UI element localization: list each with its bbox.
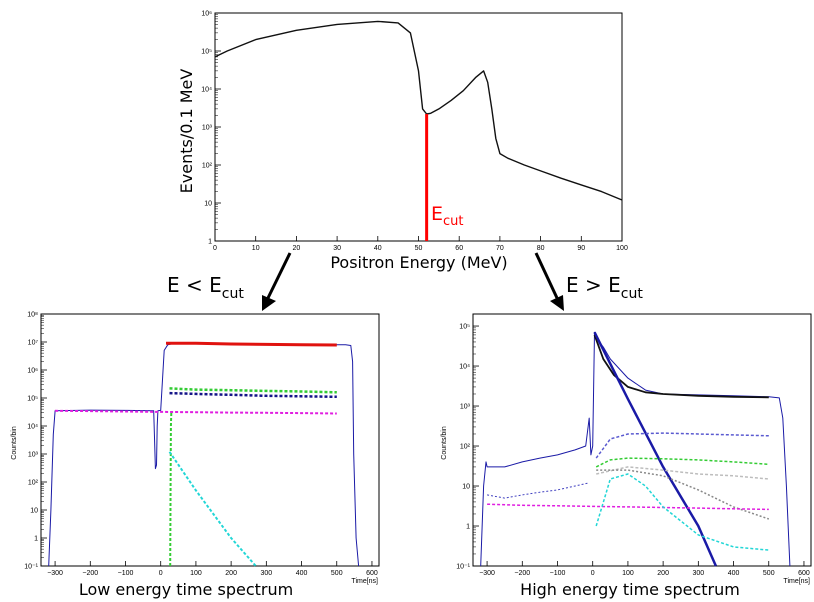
cut-label: Ecut <box>431 203 464 229</box>
x-tick-label: 0 <box>159 570 163 577</box>
x-tick-label: 50 <box>415 245 423 252</box>
low-energy-arrow-label: E < Ecut <box>167 273 244 302</box>
x-tick-label: 400 <box>296 570 308 577</box>
x-tick-label: 0 <box>591 570 595 577</box>
series-line-3 <box>595 432 769 459</box>
low-time-title: Low energy time spectrum <box>79 580 293 599</box>
high-time-xlabel: Time[ns] <box>783 578 810 585</box>
x-tick-label: −300 <box>479 570 495 577</box>
y-tick-label: 1 <box>466 524 470 531</box>
x-tick-label: 500 <box>331 570 343 577</box>
x-tick-label: −200 <box>514 570 530 577</box>
series-line-5 <box>596 466 769 480</box>
x-tick-label: 80 <box>537 245 545 252</box>
plot-frame <box>214 12 623 242</box>
series-line-1 <box>166 341 337 347</box>
x-tick-label: 0 <box>213 245 217 252</box>
series-line-5 <box>169 411 173 567</box>
series-line-6 <box>168 451 257 567</box>
series-line-0 <box>214 20 623 201</box>
y-tick-label: 10⁶ <box>27 368 38 375</box>
series-line-8 <box>595 473 769 551</box>
x-tick-label: 40 <box>374 245 382 252</box>
y-tick-label: 10⁴ <box>459 364 470 371</box>
x-tick-label: 300 <box>260 570 272 577</box>
y-tick-label: 10² <box>202 163 213 170</box>
y-tick-label: 10⁴ <box>27 424 38 431</box>
x-tick-label: 10 <box>252 245 260 252</box>
y-tick-label: 10⁶ <box>201 11 212 18</box>
energy-ylabel: Events/0.1 MeV <box>177 69 196 194</box>
y-tick-label: 10² <box>28 480 39 487</box>
low-time-xlabel: Time[ns] <box>351 578 378 585</box>
y-tick-label: 10⁴ <box>201 87 212 94</box>
y-tick-label: 10⁸ <box>27 312 38 319</box>
y-tick-label: 10² <box>460 444 471 451</box>
y-tick-label: 10⁵ <box>201 49 212 56</box>
x-tick-label: 600 <box>798 570 810 577</box>
y-tick-label: 10 <box>204 201 212 208</box>
series-line-4 <box>55 409 337 415</box>
x-tick-label: 400 <box>728 570 740 577</box>
y-tick-label: 10⁷ <box>28 340 39 347</box>
x-tick-label: −100 <box>118 570 134 577</box>
x-tick-label: 30 <box>333 245 341 252</box>
series-line-2 <box>169 387 337 394</box>
series-line-7 <box>487 503 769 511</box>
x-tick-label: 20 <box>293 245 301 252</box>
plot-frame <box>40 313 380 567</box>
y-tick-label: 10³ <box>28 452 39 459</box>
energy-xlabel: Positron Energy (MeV) <box>330 253 507 272</box>
x-tick-label: 600 <box>366 570 378 577</box>
y-tick-label: 10³ <box>202 125 213 132</box>
x-tick-label: 70 <box>496 245 504 252</box>
x-tick-label: 200 <box>657 570 669 577</box>
series-line-3 <box>169 391 337 399</box>
high-energy-arrow <box>534 252 564 311</box>
y-tick-label: 1 <box>34 536 38 543</box>
series-line-9 <box>487 482 590 499</box>
x-tick-label: −100 <box>550 570 566 577</box>
y-tick-label: 10 <box>462 484 470 491</box>
x-tick-label: 100 <box>190 570 202 577</box>
y-tick-label: 10⁵ <box>27 396 38 403</box>
x-tick-label: 100 <box>622 570 634 577</box>
series-line-2 <box>593 331 718 567</box>
series-line-4 <box>595 457 769 468</box>
y-tick-label: 10⁵ <box>459 324 470 331</box>
y-tick-label: 10⁻¹ <box>24 564 38 571</box>
x-tick-label: −200 <box>82 570 98 577</box>
high-time-ylabel: Counts/bin <box>441 426 448 460</box>
x-tick-label: 90 <box>577 245 585 252</box>
low-time-ylabel: Counts/bin <box>11 426 18 460</box>
y-tick-label: 1 <box>208 239 212 246</box>
series-line-0 <box>48 342 360 567</box>
x-tick-label: −300 <box>47 570 63 577</box>
plot-frame <box>472 313 812 567</box>
series-line-0 <box>480 331 791 567</box>
x-tick-label: 200 <box>225 570 237 577</box>
x-tick-label: 500 <box>763 570 775 577</box>
y-tick-label: 10 <box>30 508 38 515</box>
high-energy-time-plot: −300 −200 −100 0 100 200 300 400 500 600 10⁻¹ 1 10 10… <box>456 313 812 577</box>
high-time-title: High energy time spectrum <box>520 580 740 599</box>
high-energy-arrow-label: E > Ecut <box>566 273 643 302</box>
x-tick-label: 100 <box>616 245 628 252</box>
y-tick-label: 10⁻¹ <box>456 564 470 571</box>
series-line-1 <box>593 334 769 399</box>
x-tick-label: 300 <box>692 570 704 577</box>
x-tick-label: 60 <box>455 245 463 252</box>
low-energy-arrow <box>262 252 292 311</box>
y-tick-label: 10³ <box>460 404 471 411</box>
low-energy-time-plot: −300 −200 −100 0 100 200 300 400 500 600 10⁻¹ 1 10 10… <box>24 312 380 577</box>
series-line-6 <box>596 469 770 520</box>
